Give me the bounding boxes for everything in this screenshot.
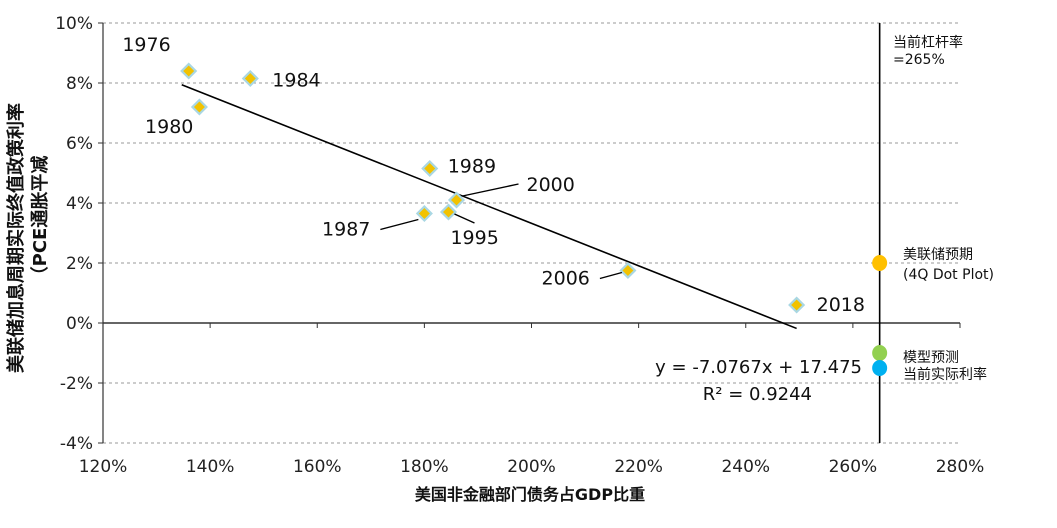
data-points: 1976 1984 1980 1989 2000 1987 1995 2006 2018 xyxy=(122,34,865,316)
x-tick-label-4: 200% xyxy=(507,457,556,477)
y-tick-label-7: -4% xyxy=(60,434,93,454)
marker-1 xyxy=(872,345,888,361)
point-label-2006: 2006 xyxy=(542,268,590,290)
x-tick-label-6: 240% xyxy=(721,457,770,477)
point-1984 xyxy=(241,69,259,88)
y-tick-labels: 10% 8% 6% 4% 2% 0% -2% -4% xyxy=(55,14,93,454)
leader-line-2006 xyxy=(599,271,623,280)
marker-label-fed-sub: (4Q Dot Plot) xyxy=(903,267,994,283)
x-tick-label-1: 140% xyxy=(186,457,235,477)
x-tick-label-3: 180% xyxy=(400,457,449,477)
y-axis-label-line2: （PCE通胀平减 xyxy=(29,156,51,285)
point-2000 xyxy=(447,191,466,209)
point-label-1976: 1976 xyxy=(122,34,170,56)
y-tick-label-6: -2% xyxy=(60,374,93,394)
point-1980 xyxy=(190,98,208,116)
marker-label-current: 当前实际利率 xyxy=(903,366,987,383)
point-label-1980: 1980 xyxy=(145,116,193,138)
point-1987 xyxy=(415,204,433,223)
highlight-markers xyxy=(872,255,888,376)
point-label-2000: 2000 xyxy=(527,174,575,196)
point-1995 xyxy=(439,203,458,221)
point-label-1987: 1987 xyxy=(322,219,370,241)
x-axis-label: 美国非金融部门债务占GDP比重 xyxy=(415,485,645,504)
marker-label-model: 模型预测 xyxy=(903,350,959,366)
trendline-path xyxy=(181,83,797,330)
point-label-1989: 1989 xyxy=(448,156,496,178)
y-axis-label-line1: 美联储加息周期实际终值政策利率 xyxy=(5,103,27,373)
leader-line-2000 xyxy=(462,183,519,197)
y-tick-label-4: 2% xyxy=(66,254,93,274)
x-tick-label-8: 280% xyxy=(936,457,985,477)
trendline-equation: y = -7.0767x + 17.475 xyxy=(655,357,862,378)
x-tick-label-5: 220% xyxy=(614,457,663,477)
y-tick-label-3: 4% xyxy=(66,194,93,214)
x-tick-labels: 120% 140% 160% 180% 200% 220% 240% 260% 280% xyxy=(79,457,985,477)
marker-label-fed: 美联储预期 xyxy=(903,247,973,263)
grid-lines xyxy=(103,22,960,444)
y-tick-label-0: 10% xyxy=(55,14,93,34)
x-tick-label-0: 120% xyxy=(79,457,128,477)
x-tick-label-7: 260% xyxy=(829,457,878,477)
x-tick-label-2: 160% xyxy=(293,457,342,477)
axes xyxy=(98,22,961,444)
point-label-1995: 1995 xyxy=(450,227,498,249)
marker-0 xyxy=(872,255,888,271)
marker-2 xyxy=(872,360,888,376)
leader-line-1987 xyxy=(380,218,419,231)
y-tick-label-5: 0% xyxy=(66,314,93,334)
trendline xyxy=(181,83,797,330)
point-1989 xyxy=(421,159,439,178)
y-tick-label-2: 6% xyxy=(66,134,93,154)
reference-line-label-2: =265% xyxy=(893,52,945,68)
point-label-1984: 1984 xyxy=(272,70,320,92)
y-tick-label-1: 8% xyxy=(66,74,93,94)
point-1976 xyxy=(180,62,198,80)
reference-line-label-1: 当前杠杆率 xyxy=(893,34,963,51)
point-label-2018: 2018 xyxy=(817,294,865,316)
point-2018 xyxy=(788,296,806,314)
point-2006 xyxy=(619,261,637,280)
leader-line-1995 xyxy=(454,213,475,224)
trendline-r-squared: R² = 0.9244 xyxy=(703,384,812,405)
